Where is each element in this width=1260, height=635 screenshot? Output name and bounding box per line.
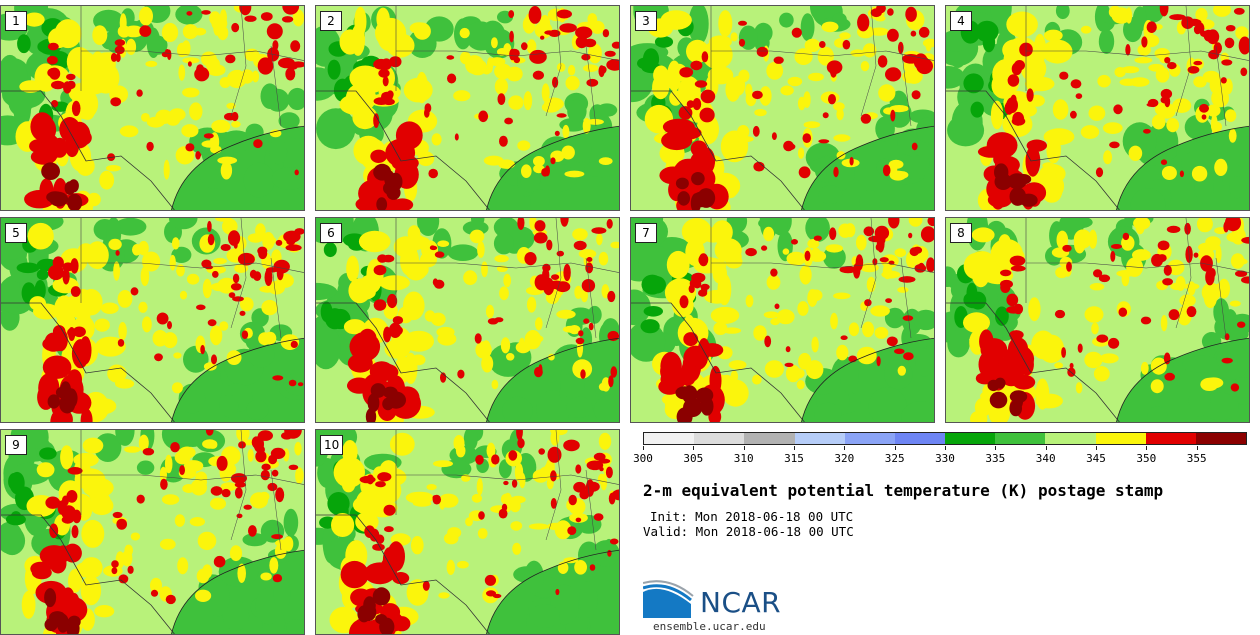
colorbar-swatch <box>744 433 795 444</box>
ensemble-member-panel: 2 <box>315 5 620 211</box>
colorbar-swatch <box>844 433 895 444</box>
member-number-label: 9 <box>5 435 27 455</box>
colorbar-tick-label: 355 <box>1186 452 1207 465</box>
member-number-label: 4 <box>950 11 972 31</box>
colorbar-swatch <box>694 433 745 444</box>
colorbar-tick-label: 305 <box>683 452 704 465</box>
member-map <box>316 430 619 634</box>
member-map <box>1 6 304 210</box>
colorbar-tick <box>995 446 997 450</box>
colorbar-tick <box>1146 446 1148 450</box>
site-url: ensemble.ucar.edu <box>653 620 766 633</box>
colorbar-tick <box>693 446 695 450</box>
colorbar-tick <box>1096 446 1097 450</box>
init-time: Init: Mon 2018-06-18 00 UTC <box>650 509 854 524</box>
member-number-label: 1 <box>5 11 27 31</box>
colorbar-tick-label: 300 <box>633 452 653 465</box>
colorbar-swatch <box>1195 433 1247 444</box>
ensemble-member-panel: 7 <box>630 217 935 423</box>
member-map <box>316 218 619 422</box>
ensemble-member-panel: 1 <box>0 5 305 211</box>
colorbar-tick <box>844 446 846 450</box>
colorbar-swatch <box>995 433 1046 444</box>
colorbar-tick <box>643 446 644 450</box>
valid-time: Valid: Mon 2018-06-18 00 UTC <box>643 524 854 539</box>
member-number-label: 3 <box>635 11 657 31</box>
colorbar-swatch <box>794 433 845 444</box>
member-map <box>631 6 934 210</box>
ensemble-member-panel: 8 <box>945 217 1250 423</box>
colorbar-tick <box>1045 446 1047 450</box>
member-map <box>631 218 934 422</box>
member-number-label: 6 <box>320 223 342 243</box>
colorbar <box>643 432 1247 445</box>
member-number-label: 10 <box>320 435 344 455</box>
colorbar-tick-label: 340 <box>1035 452 1056 465</box>
member-map <box>946 6 1249 210</box>
colorbar-tick <box>945 446 946 450</box>
ensemble-member-panel: 3 <box>630 5 935 211</box>
colorbar-tick-label: 320 <box>834 452 855 465</box>
colorbar-tick <box>794 446 795 450</box>
colorbar-swatch <box>945 433 996 444</box>
colorbar-tick-label: 325 <box>884 452 905 465</box>
ncar-logo-text: NCAR <box>700 586 782 619</box>
member-map <box>1 430 304 634</box>
colorbar-tick-label: 315 <box>784 452 804 465</box>
member-number-label: 8 <box>950 223 972 243</box>
colorbar-ticks: 300 305 310 315 320 325 330 335 340 345 350 355 <box>633 446 1247 470</box>
ncar-logo-icon <box>643 580 694 618</box>
member-map <box>1 218 304 422</box>
member-number-label: 7 <box>635 223 657 243</box>
ensemble-member-panel: 6 <box>315 217 620 423</box>
ensemble-member-panel: 10 <box>315 429 620 635</box>
colorbar-tick <box>894 446 896 450</box>
colorbar-swatch <box>1095 433 1146 444</box>
colorbar-swatch <box>1045 433 1096 444</box>
colorbar-tick-label: 335 <box>985 452 1006 465</box>
member-number-label: 5 <box>5 223 27 243</box>
colorbar-swatch <box>644 433 695 444</box>
member-map <box>946 218 1249 422</box>
colorbar-tick-label: 345 <box>1086 452 1106 465</box>
ensemble-member-panel: 4 <box>945 5 1250 211</box>
colorbar-swatch <box>894 433 946 444</box>
ensemble-member-panel: 9 <box>0 429 305 635</box>
colorbar-swatch <box>1145 433 1196 444</box>
colorbar-tick <box>743 446 745 450</box>
colorbar-tick-label: 350 <box>1136 452 1157 465</box>
plot-title: 2-m equivalent potential temperature (K)… <box>643 481 1164 500</box>
colorbar-tick <box>1196 446 1198 450</box>
colorbar-tick-label: 310 <box>733 452 754 465</box>
ensemble-member-panel: 5 <box>0 217 305 423</box>
member-number-label: 2 <box>320 11 342 31</box>
colorbar-tick-label: 330 <box>935 452 955 465</box>
member-map <box>316 6 619 210</box>
